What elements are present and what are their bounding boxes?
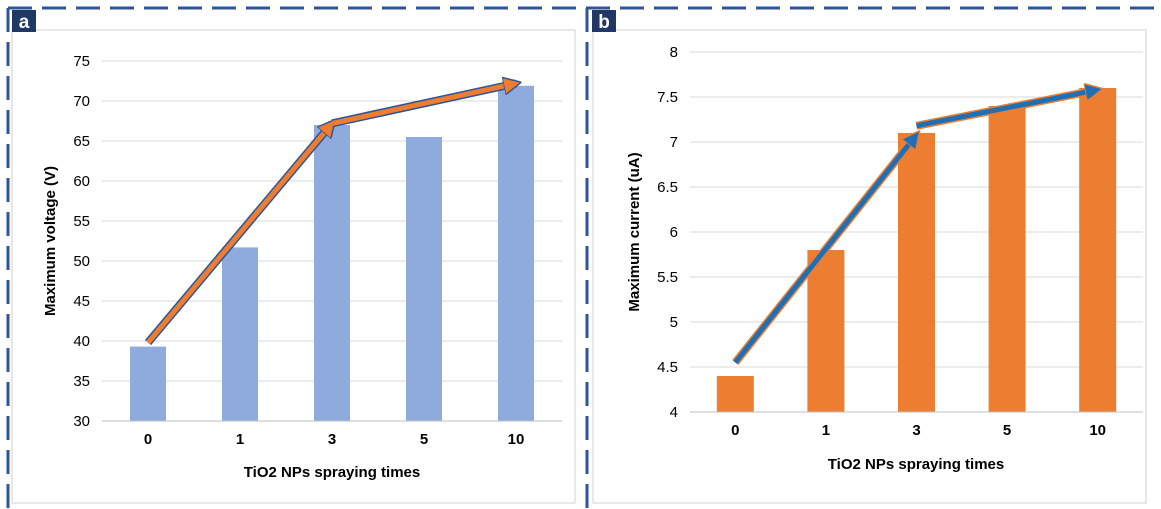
panel-b-bars bbox=[716, 88, 1117, 412]
bar bbox=[406, 137, 442, 421]
y-tick-label: 30 bbox=[73, 413, 90, 430]
bar bbox=[807, 250, 845, 412]
bar bbox=[1079, 88, 1117, 412]
y-tick-label: 70 bbox=[73, 93, 90, 110]
panel-b-label-box bbox=[592, 10, 616, 32]
panel-b-trend-arrows bbox=[732, 90, 1098, 365]
x-tick-label: 3 bbox=[912, 422, 920, 439]
y-tick-label: 65 bbox=[73, 133, 90, 150]
y-tick-label: 55 bbox=[73, 213, 90, 230]
bar bbox=[130, 346, 166, 421]
panel-a-label-box bbox=[12, 10, 36, 32]
bar bbox=[498, 85, 534, 422]
y-tick-label: 45 bbox=[73, 293, 90, 310]
x-tick-label: 1 bbox=[822, 422, 830, 439]
panel-b-x-axis-title: TiO2 NPs spraying times bbox=[828, 456, 1004, 473]
panel-a-x-tick-labels: 0 1 3 5 10 bbox=[144, 431, 525, 448]
panel-b-chart: 4 4.5 5 5.5 6 6.5 7 7.5 8 0 1 3 5 10 TiO2 NPs sprayi… bbox=[626, 44, 1143, 473]
y-tick-label: 7.5 bbox=[657, 89, 678, 106]
panel-b-y-axis-title: Maximum current (uA) bbox=[626, 152, 643, 311]
bar bbox=[988, 106, 1026, 412]
y-tick-label: 7 bbox=[670, 134, 678, 151]
y-tick-label: 8 bbox=[670, 44, 678, 61]
panel-a-letter: a bbox=[19, 12, 30, 33]
panel-b-x-tick-labels: 0 1 3 5 10 bbox=[731, 422, 1106, 439]
panel-a-bars bbox=[130, 85, 534, 422]
panel-a-y-tick-labels: 30 35 40 45 50 55 60 65 70 75 bbox=[73, 53, 90, 430]
bar bbox=[716, 376, 754, 412]
x-tick-label: 0 bbox=[731, 422, 739, 439]
bar bbox=[898, 133, 935, 412]
figure-frame bbox=[6, 6, 1158, 509]
x-tick-label: 5 bbox=[420, 431, 428, 448]
x-tick-label: 0 bbox=[144, 431, 152, 448]
panel-a-x-axis-title: TiO2 NPs spraying times bbox=[244, 464, 420, 481]
y-tick-label: 4 bbox=[670, 404, 678, 421]
y-tick-label: 50 bbox=[73, 253, 90, 270]
bar bbox=[314, 125, 350, 421]
y-tick-label: 4.5 bbox=[657, 359, 678, 376]
y-tick-label: 35 bbox=[73, 373, 90, 390]
y-tick-label: 5.5 bbox=[657, 269, 678, 286]
panel-b-letter: b bbox=[598, 12, 610, 33]
panel-a-trend-arrows bbox=[144, 83, 516, 346]
y-tick-label: 40 bbox=[73, 333, 90, 350]
panel-a-chart-frame bbox=[11, 29, 576, 504]
panel-b-chart-frame bbox=[592, 29, 1147, 504]
trend-arrow bbox=[331, 83, 516, 126]
y-tick-label: 60 bbox=[73, 173, 90, 190]
y-tick-label: 5 bbox=[670, 314, 678, 331]
y-tick-label: 6.5 bbox=[657, 179, 678, 196]
panel-b-label: b bbox=[592, 10, 616, 33]
panel-a-label: a bbox=[12, 10, 36, 33]
y-tick-label: 75 bbox=[73, 53, 90, 70]
panel-a-y-axis-title: Maximum voltage (V) bbox=[42, 166, 59, 316]
panel-b-y-tick-labels: 4 4.5 5 5.5 6 6.5 7 7.5 8 bbox=[657, 44, 678, 421]
trend-arrow bbox=[916, 90, 1098, 129]
y-tick-label: 6 bbox=[670, 224, 678, 241]
x-tick-label: 1 bbox=[236, 431, 244, 448]
trend-arrow bbox=[146, 123, 332, 345]
trend-arrow bbox=[733, 135, 916, 365]
x-tick-label: 10 bbox=[508, 431, 525, 448]
x-tick-label: 5 bbox=[1003, 422, 1011, 439]
bar bbox=[222, 247, 258, 421]
x-tick-label: 3 bbox=[328, 431, 336, 448]
x-tick-label: 10 bbox=[1089, 422, 1106, 439]
